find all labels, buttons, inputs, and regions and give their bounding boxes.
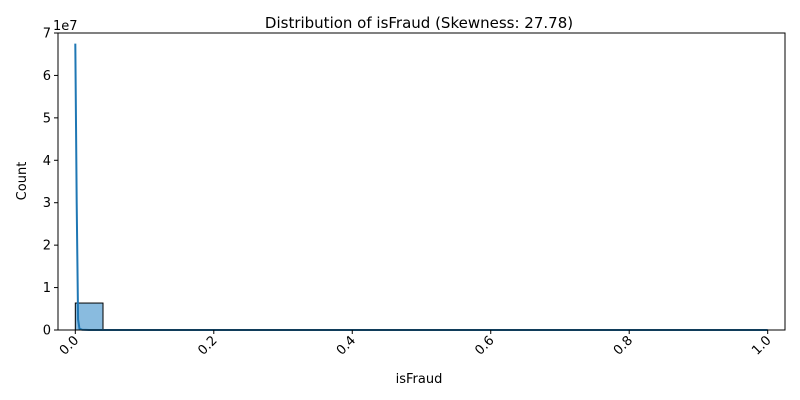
y-tick-label: 5 [43, 111, 51, 126]
chart-title: Distribution of isFraud (Skewness: 27.78… [265, 14, 573, 32]
y-tick-group: 0 1 2 3 4 5 6 7 [43, 27, 58, 339]
y-tick-label: 4 [43, 154, 51, 169]
y-tick-label: 7 [43, 27, 51, 42]
axes-frame [57, 32, 786, 331]
y-tick-label: 6 [43, 69, 51, 84]
y-axis-label: Count [15, 162, 30, 201]
y-tick-label: 1 [43, 281, 51, 296]
y-tick-label: 3 [43, 196, 51, 211]
y-offset-label: 1e7 [53, 19, 78, 34]
x-axis-label: isFraud [396, 372, 443, 387]
y-tick-label: 0 [43, 324, 51, 339]
y-tick-label: 2 [43, 239, 51, 254]
